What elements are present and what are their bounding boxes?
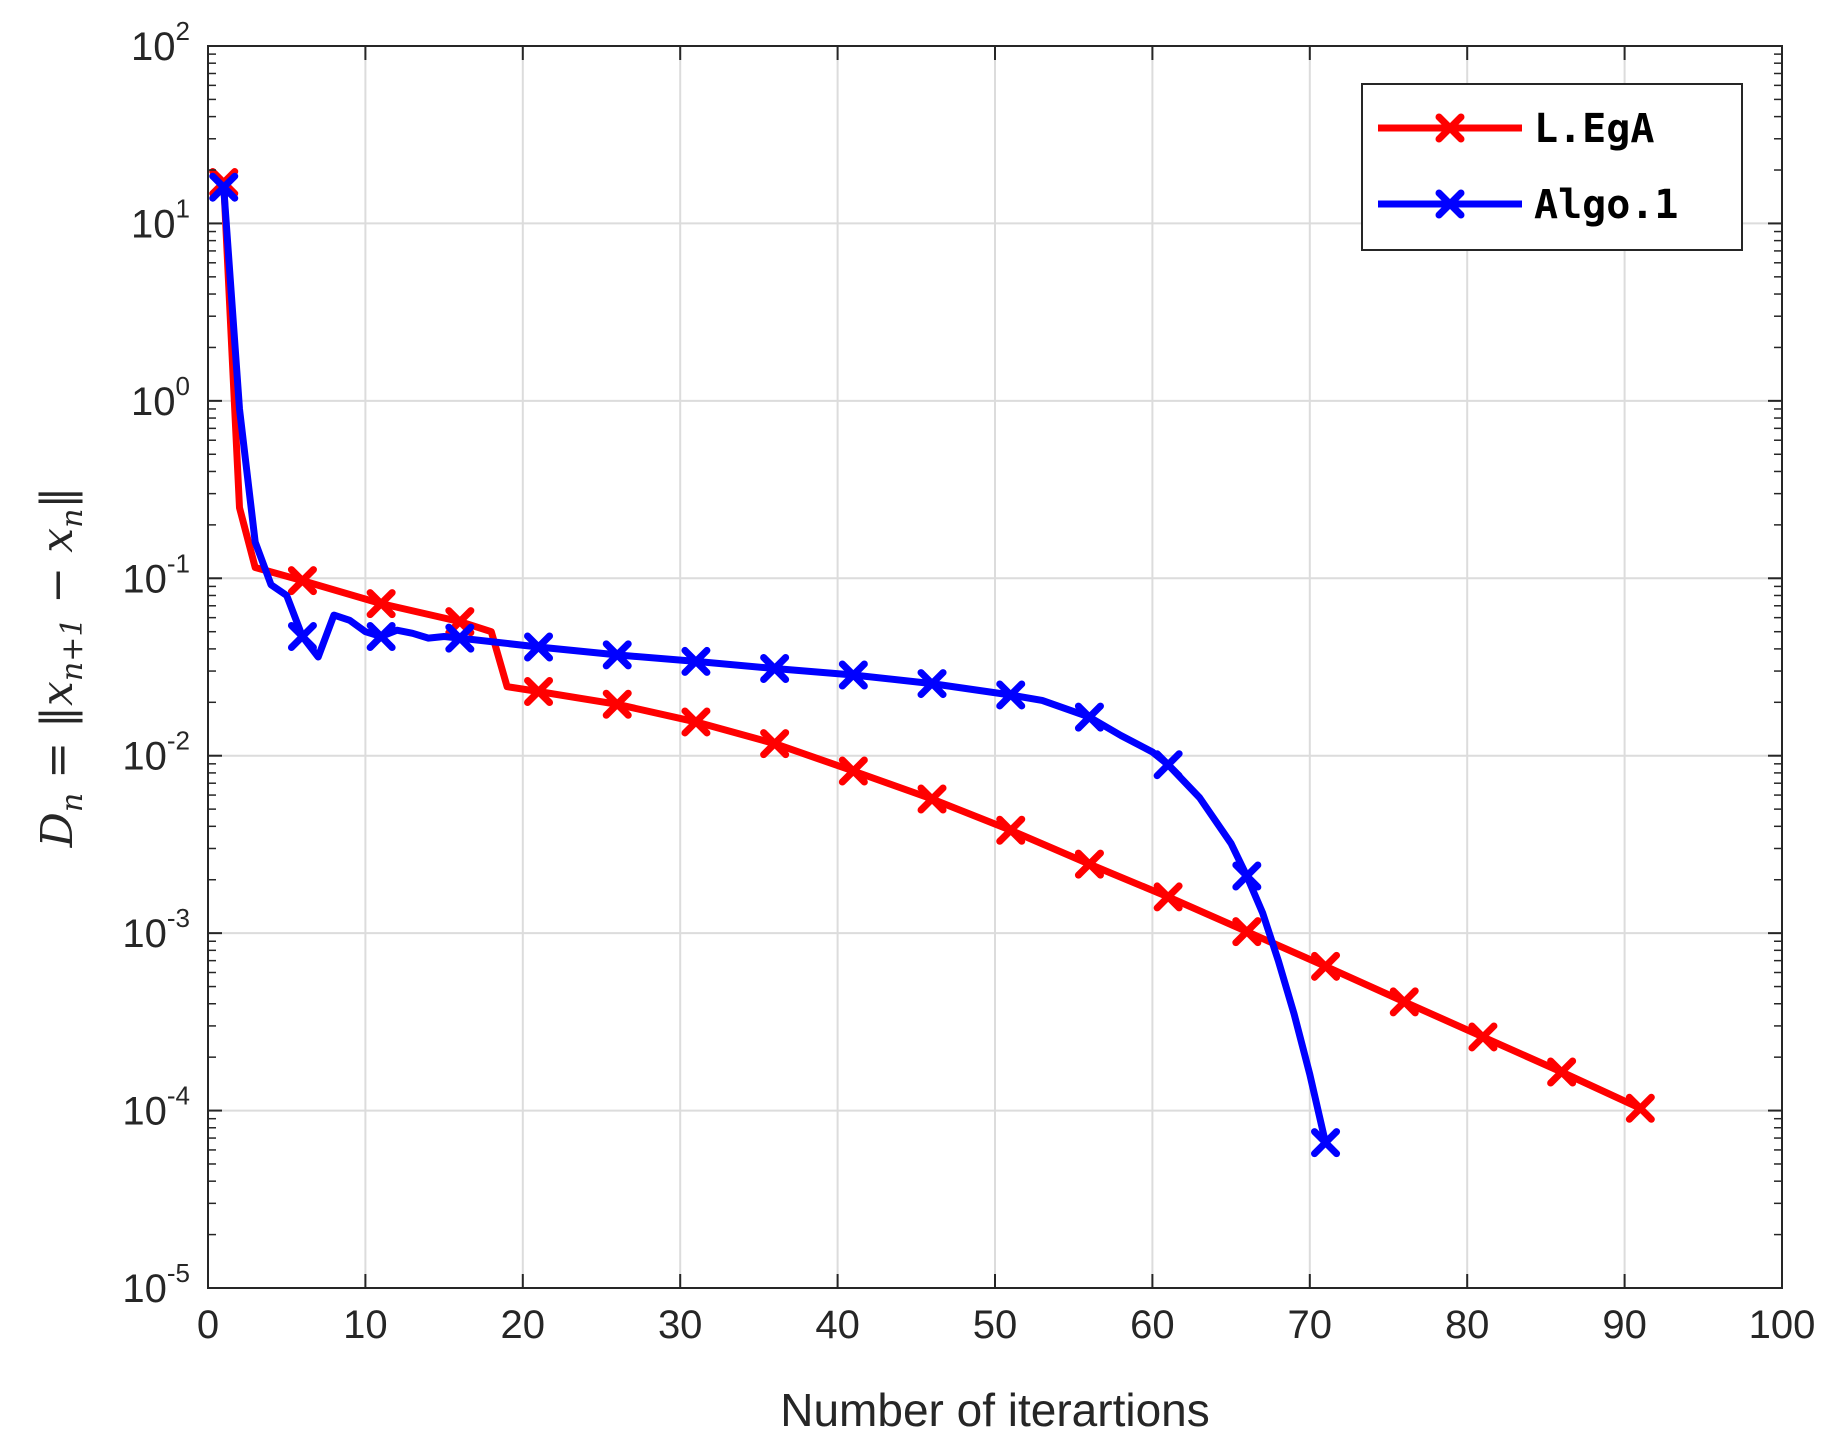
legend: L.EgA Algo.1 [1361,83,1743,251]
x-tick-label: 30 [658,1303,703,1347]
x-tick-label: 80 [1445,1303,1490,1347]
x-tick-label: 0 [197,1303,219,1347]
grid [208,46,1782,1288]
axis-ticks: 0 10 20 30 40 50 60 70 80 90 100 10-5 10-4 10-3 10-2 10… [122,16,1815,1347]
legend-box [1361,83,1743,251]
data-point-l-ega [1625,1093,1655,1123]
data-point-algo-1 [366,621,396,651]
data-point-algo-1 [996,680,1026,710]
x-tick-label: 40 [815,1303,860,1347]
legend-entry-l-ega: L.EgA [1378,106,1654,152]
x-tick-label: 50 [973,1303,1018,1347]
data-point-algo-1 [287,621,317,651]
data-point-l-ega [760,729,790,759]
data-point-l-ega [366,589,396,619]
y-tick-label: 10-1 [122,548,190,601]
data-point-algo-1 [524,632,554,662]
series-layer [209,168,1655,1158]
y-tick-label: 102 [131,16,190,69]
data-point-l-ega [1389,987,1419,1017]
data-point-l-ega [1547,1057,1577,1087]
y-tick-label: 10-4 [122,1081,190,1134]
legend-marker [1435,113,1465,143]
data-point-l-ega [681,707,711,737]
y-tick-label: 10-3 [122,903,190,956]
x-tick-label: 20 [501,1303,546,1347]
x-axis-title: Number of iterartions [780,1384,1210,1436]
data-point-l-ega [1074,849,1104,879]
x-tick-label: 100 [1749,1303,1816,1347]
x-tick-label: 10 [343,1303,388,1347]
y-tick-label: 10-2 [122,726,190,779]
y-axis-title: Dn = ‖xn+1 − xn‖ [32,487,90,849]
data-point-l-ega [524,677,554,707]
x-tick-label: 90 [1602,1303,1647,1347]
legend-entry-algo-1: Algo.1 [1378,182,1679,228]
x-tick-label: 60 [1130,1303,1175,1347]
legend-label: Algo.1 [1534,182,1679,228]
data-point-l-ega [602,689,632,719]
data-point-algo-1 [1153,750,1183,780]
data-point-algo-1 [209,172,239,202]
legend-marker [1435,189,1465,219]
data-point-l-ega [1468,1022,1498,1052]
data-point-l-ega [1232,917,1262,947]
x-tick-label: 70 [1288,1303,1333,1347]
data-point-algo-1 [602,640,632,670]
data-point-algo-1 [1311,1128,1341,1158]
svg-text:Dn = ‖xn+1 − xn‖: Dn = ‖xn+1 − xn‖ [32,487,90,849]
data-point-algo-1 [917,669,947,699]
data-point-l-ega [996,815,1026,845]
data-point-l-ega [1153,882,1183,912]
y-tick-label: 100 [131,371,190,424]
legend-label: L.EgA [1534,106,1654,152]
data-point-algo-1 [445,623,475,653]
data-point-l-ega [838,756,868,786]
data-point-l-ega [1311,951,1341,981]
data-point-algo-1 [1232,861,1262,891]
data-point-algo-1 [838,660,868,690]
data-point-algo-1 [681,646,711,676]
data-point-l-ega [917,784,947,814]
y-tick-label: 101 [131,193,190,246]
data-point-algo-1 [1074,702,1104,732]
series-line-algo-1 [220,183,1329,1147]
y-tick-label: 10-5 [122,1258,190,1311]
data-point-algo-1 [760,654,790,684]
data-point-l-ega [287,566,317,596]
